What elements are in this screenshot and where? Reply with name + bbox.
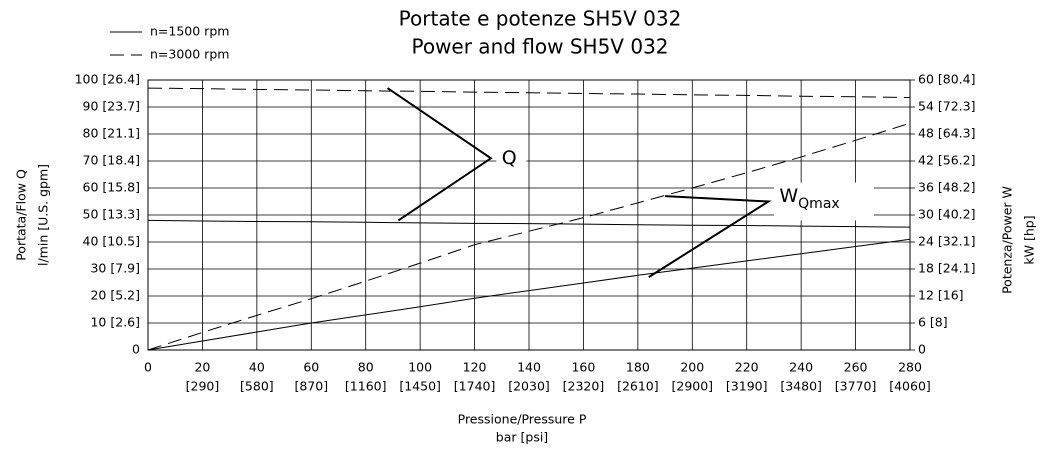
y-tick-label: 20 [5.2] [90, 288, 140, 303]
y2-tick-label: 54 [72.3] [918, 99, 975, 114]
x-tick-label: 40 [249, 360, 265, 375]
y2-tick-label: 42 [56.2] [918, 153, 975, 168]
power-curve [147, 122, 911, 351]
x-tick-label: 260 [844, 360, 868, 375]
x-psi-tick-label: [2320] [563, 379, 605, 394]
y2-tick-label: 24 [32.1] [918, 234, 975, 249]
y-tick-label: 40 [10.5] [83, 234, 140, 249]
x-psi-tick-label: [2030] [508, 379, 550, 394]
legend-label: n=3000 rpm [150, 47, 229, 62]
y-axis-label: Portata/Flow Q [14, 169, 29, 261]
x-tick-label: 100 [408, 360, 432, 375]
y-tick-label: 90 [23.7] [83, 99, 140, 114]
x-tick-label: 140 [517, 360, 541, 375]
y2-axis-label: kW [hp] [1022, 215, 1037, 264]
x-psi-tick-label: [2900] [671, 379, 713, 394]
x-tick-label: 0 [144, 360, 152, 375]
x-axis-label: Pressione/Pressure P [458, 412, 587, 427]
x-psi-tick-label: [290] [186, 379, 220, 394]
x-axis-label: bar [psi] [496, 430, 548, 445]
x-tick-label: 80 [358, 360, 374, 375]
annotation-bg [496, 142, 527, 175]
y2-tick-label: 60 [80.4] [918, 72, 975, 87]
x-psi-tick-label: [1740] [454, 379, 496, 394]
x-psi-tick-label: [870] [294, 379, 328, 394]
y-tick-label: 60 [15.8] [83, 180, 140, 195]
x-psi-tick-label: [1160] [345, 379, 387, 394]
x-tick-label: 240 [789, 360, 813, 375]
annotation-main: W [779, 185, 798, 207]
y2-tick-label: 6 [8] [918, 315, 948, 330]
chart-title: Portate e potenze SH5V 032 [399, 7, 682, 31]
x-tick-label: 20 [194, 360, 210, 375]
flow-curve [147, 219, 911, 228]
x-tick-label: 200 [680, 360, 704, 375]
x-psi-tick-label: [3480] [780, 379, 822, 394]
y-tick-label: 50 [13.3] [83, 207, 140, 222]
x-psi-tick-label: [1450] [399, 379, 441, 394]
x-tick-label: 60 [303, 360, 319, 375]
chart-title: Power and flow SH5V 032 [411, 35, 668, 59]
legend-label: n=1500 rpm [150, 24, 229, 39]
y2-tick-label: 12 [16] [918, 288, 964, 303]
y2-axis-label: Potenza/Power W [1000, 186, 1015, 294]
y-tick-label: 0 [132, 342, 140, 357]
x-psi-tick-label: [2610] [617, 379, 659, 394]
y2-tick-label: 48 [64.3] [918, 126, 975, 141]
y2-tick-label: 18 [24.1] [918, 261, 975, 276]
x-tick-label: 180 [626, 360, 650, 375]
x-tick-label: 220 [735, 360, 759, 375]
x-tick-label: 120 [463, 360, 487, 375]
y-tick-label: 30 [7.9] [90, 261, 140, 276]
y2-tick-label: 30 [40.2] [918, 207, 975, 222]
x-tick-label: 280 [898, 360, 922, 375]
y-tick-label: 100 [26.4] [75, 72, 140, 87]
flow-curve [147, 87, 911, 99]
y-tick-label: 10 [2.6] [90, 315, 140, 330]
power-curve [147, 238, 911, 351]
annotation: Q [502, 147, 517, 169]
y2-tick-label: 0 [918, 342, 926, 357]
y-axis-label: l/min [U.S. gpm] [36, 164, 51, 266]
x-psi-tick-label: [3190] [726, 379, 768, 394]
y-tick-label: 80 [21.1] [83, 126, 140, 141]
x-tick-label: 160 [571, 360, 595, 375]
annotation-subscript: Qmax [798, 196, 840, 212]
x-psi-tick-label: [4060] [889, 379, 931, 394]
y2-tick-label: 36 [48.2] [918, 180, 975, 195]
leader-line [648, 195, 772, 278]
y-tick-label: 70 [18.4] [83, 153, 140, 168]
annotation: WQmax [779, 185, 839, 213]
x-psi-tick-label: [580] [240, 379, 274, 394]
annotation-bg [773, 182, 874, 221]
leader-line [386, 87, 493, 222]
x-psi-tick-label: [3770] [835, 379, 877, 394]
